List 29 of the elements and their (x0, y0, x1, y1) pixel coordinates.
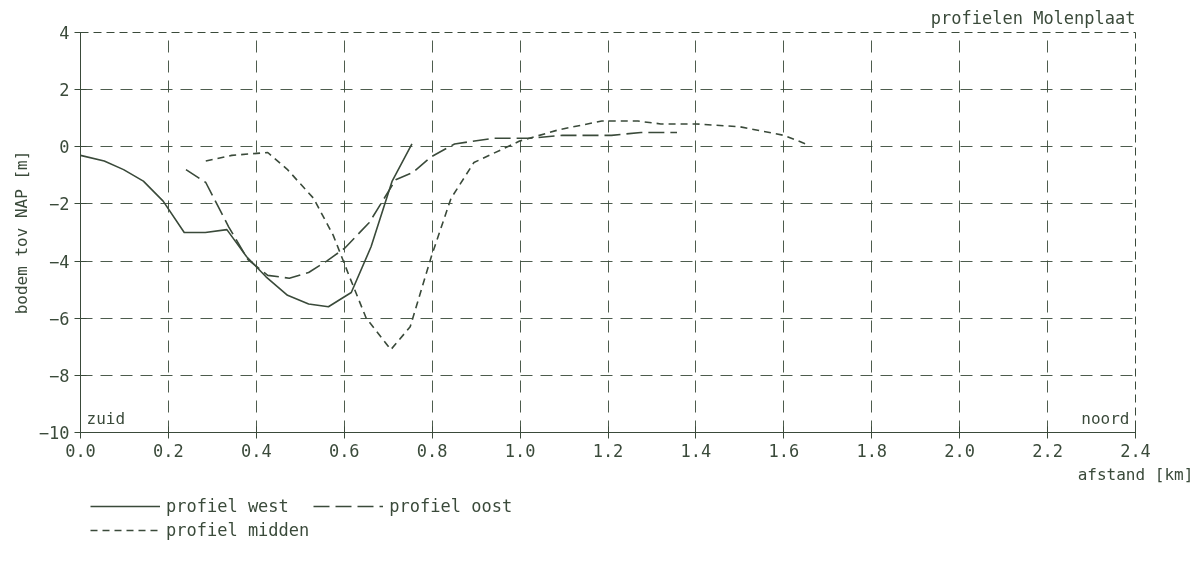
x-tick-label: 2.4 (1120, 440, 1151, 461)
y-tick-label: −4 (49, 251, 70, 272)
y-tick-label: 2 (59, 80, 70, 101)
y-tick-label: −8 (49, 365, 70, 386)
y-axis-title: bodem tov NAP [m] (11, 150, 31, 315)
x-tick-label: 0.2 (153, 440, 184, 461)
x-tick-label: 1.8 (856, 440, 888, 461)
x-tick-label: 1.6 (768, 440, 800, 461)
legend-label: profiel west (166, 496, 289, 516)
x-tick-label: 0.8 (416, 440, 448, 461)
legend-label: profiel midden (166, 520, 310, 540)
legend-label: profiel oost (389, 496, 513, 516)
x-axis-title: afstand [km] (1077, 464, 1194, 484)
y-tick-label: 4 (59, 23, 70, 43)
x-tick-label: 0.4 (240, 440, 272, 461)
x-tick-label: 1.0 (504, 440, 536, 461)
x-tick-label: 1.2 (592, 440, 624, 461)
x-tick-label: 0.0 (65, 440, 96, 461)
y-tick-label: −6 (49, 308, 70, 329)
y-tick-label: 0 (59, 137, 70, 158)
annotation: noord (1081, 408, 1130, 428)
y-tick-label: −10 (38, 423, 70, 443)
chart-title: profielen Molenplaat (930, 7, 1136, 28)
x-tick-label: 2.2 (1032, 440, 1063, 461)
annotation: zuid (86, 408, 126, 428)
y-tick-label: −2 (49, 194, 70, 215)
x-tick-label: 2.0 (944, 440, 976, 461)
x-tick-label: 0.6 (328, 440, 360, 461)
x-tick-label: 1.4 (680, 440, 712, 461)
